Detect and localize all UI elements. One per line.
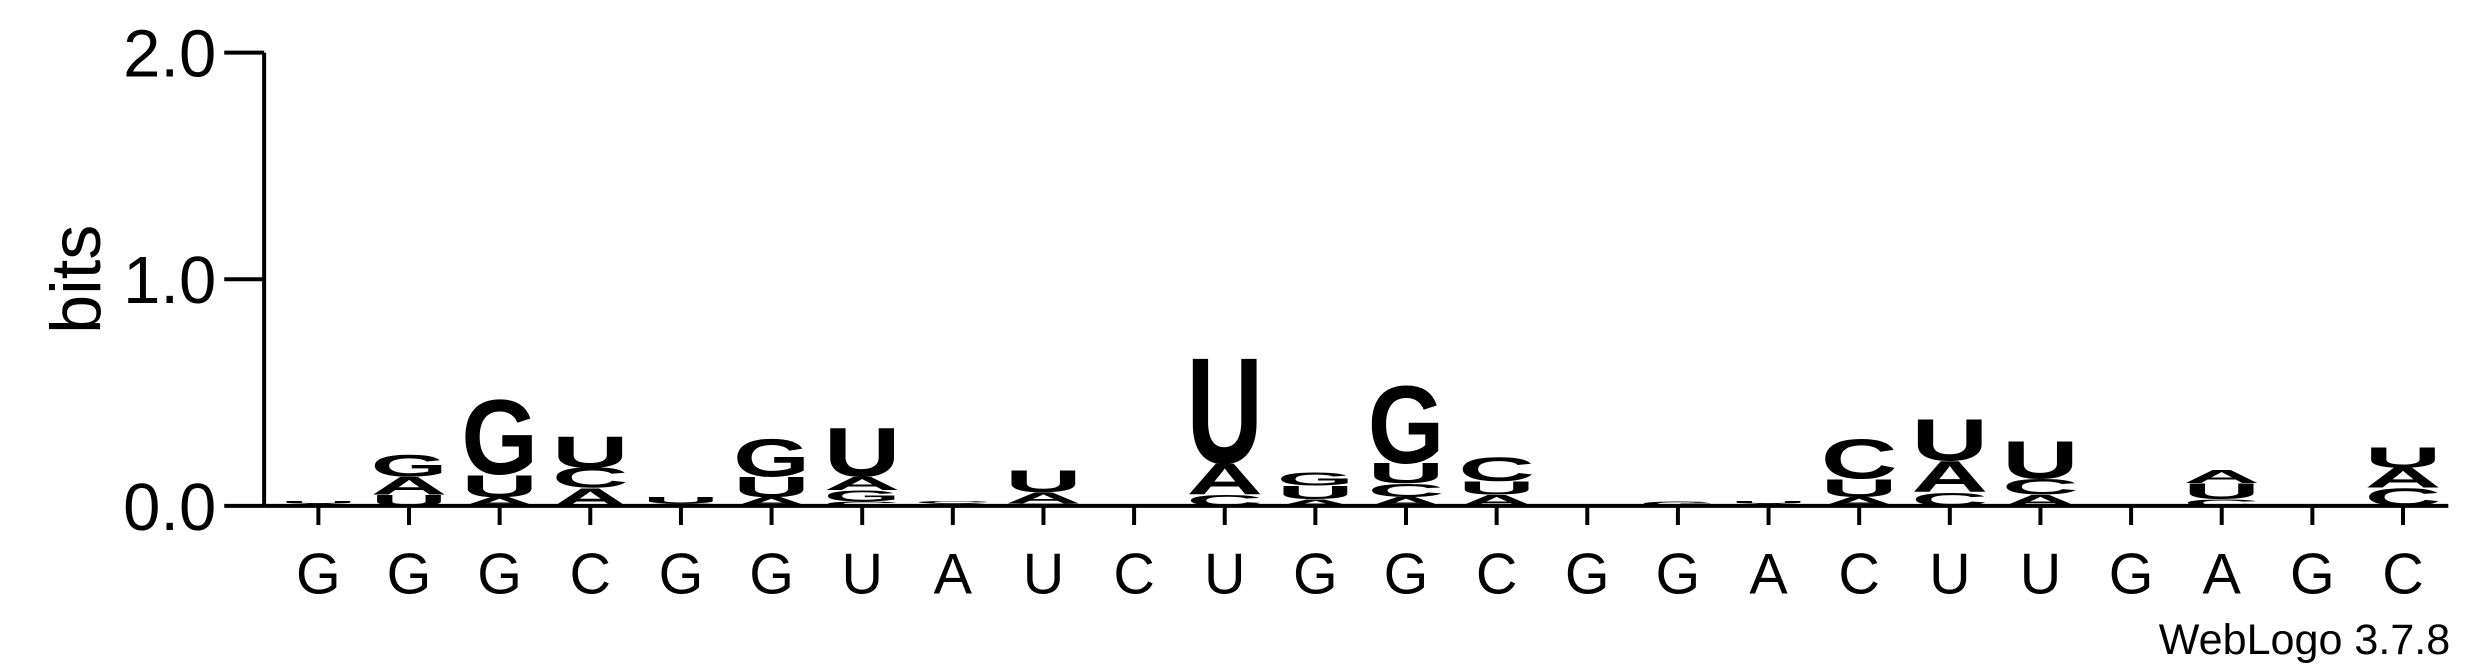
logo-letter: C — [1458, 450, 1535, 489]
logo-letter: C — [2002, 475, 2079, 500]
logo-letter: A — [552, 483, 629, 511]
x-tick-label: U — [2020, 543, 2061, 607]
x-tick-label: C — [2382, 543, 2423, 607]
logo-letter: A — [1005, 489, 1082, 507]
x-tick-label: G — [387, 543, 432, 607]
x-tick-label: G — [1293, 543, 1338, 607]
logo-letter: U — [371, 492, 448, 510]
logo-letter: C — [1821, 428, 1898, 491]
logo-letter: A — [1821, 494, 1898, 508]
logo-letter: U — [1186, 326, 1263, 495]
logo-letter: C — [1186, 492, 1263, 510]
logo-letter: A — [1368, 494, 1445, 508]
logo-letter: U — [552, 427, 629, 476]
x-tick-label: U — [1929, 543, 1970, 607]
logo-letter: U — [1730, 501, 1807, 505]
x-tick-label: U — [1204, 543, 1245, 607]
logo-letter: A — [2183, 466, 2260, 487]
x-tick-label: G — [477, 543, 522, 607]
x-tick-label: G — [2290, 543, 2335, 607]
logo-letter: A — [1458, 492, 1535, 510]
logo-letter: U — [1368, 458, 1445, 490]
logo-letter: A — [2002, 492, 2079, 510]
x-tick-label: C — [1113, 543, 1154, 607]
logo-letter: U — [2002, 431, 2079, 491]
x-tick-label: A — [2203, 543, 2242, 607]
logo-letter: C — [552, 462, 629, 494]
logo-letter: G — [371, 448, 448, 483]
logo-letter: C — [2365, 483, 2442, 511]
logo-letter: C — [1005, 503, 1082, 507]
x-tick-label: G — [1565, 543, 1610, 607]
x-tick-label: G — [296, 543, 341, 607]
logo-letter: U — [1912, 406, 1989, 473]
logo-letter: U — [824, 414, 901, 491]
y-tick-label: 2.0 — [123, 17, 216, 92]
x-tick-label: G — [659, 543, 704, 607]
logo-letter: U — [643, 495, 720, 506]
logo-letter: A — [824, 473, 901, 494]
logo-letter: C — [915, 501, 992, 505]
logo-letter: A — [371, 472, 448, 500]
logo-letter: U — [1277, 482, 1354, 503]
logo-letter: C — [643, 503, 720, 507]
logo-letter: A — [280, 503, 357, 507]
logo-letter: A — [1186, 455, 1263, 504]
logo-letter: G — [1277, 468, 1354, 489]
footer: WebLogo 3.7.8 — [2159, 616, 2450, 664]
x-tick-label: C — [1838, 543, 1879, 607]
logo-letter: C — [1912, 489, 1989, 510]
x-tick-label: G — [749, 543, 794, 607]
x-tick-label: A — [934, 543, 973, 607]
logo-letter: U — [461, 469, 538, 504]
logo-letter: G — [1640, 500, 1717, 507]
y-tick-label: 0.0 — [123, 470, 216, 545]
logo-letter: C — [824, 500, 901, 507]
y-tick-label: 1.0 — [123, 243, 216, 318]
logo-letter: U — [2365, 442, 2442, 474]
logo-letter: A — [1277, 497, 1354, 508]
logo-letter: A — [733, 494, 810, 508]
x-tick-label: C — [1476, 543, 1517, 607]
logo-letter: G — [733, 428, 810, 488]
logo-letter: G — [824, 487, 901, 505]
x-tick-label: A — [1749, 543, 1788, 607]
logo-letter: G — [461, 377, 538, 497]
logo-letter: U — [1821, 474, 1898, 502]
y-axis-label: bits — [36, 225, 115, 334]
logo-letter: U — [280, 501, 357, 505]
logo-letter: C — [1368, 480, 1445, 501]
logo-letter: U — [1458, 478, 1535, 499]
logo-letter: U — [2183, 479, 2260, 504]
logo-letter: C — [2183, 497, 2260, 508]
logo-letter: G — [1368, 364, 1445, 487]
logo-letter: U — [733, 471, 810, 503]
x-tick-label: U — [841, 543, 882, 607]
x-tick-label: C — [570, 543, 611, 607]
logo-letter: G — [915, 503, 992, 507]
logo-letter: A — [461, 494, 538, 508]
x-tick-label: U — [1023, 543, 1064, 607]
logo-letter: A — [1912, 452, 1989, 501]
logo-letter: A — [1730, 503, 1807, 507]
logo-letter: U — [1005, 464, 1082, 499]
x-tick-label: G — [1384, 543, 1429, 607]
x-tick-label: G — [2109, 543, 2154, 607]
logo-letter: A — [2365, 462, 2442, 494]
x-tick-label: G — [1656, 543, 1701, 607]
